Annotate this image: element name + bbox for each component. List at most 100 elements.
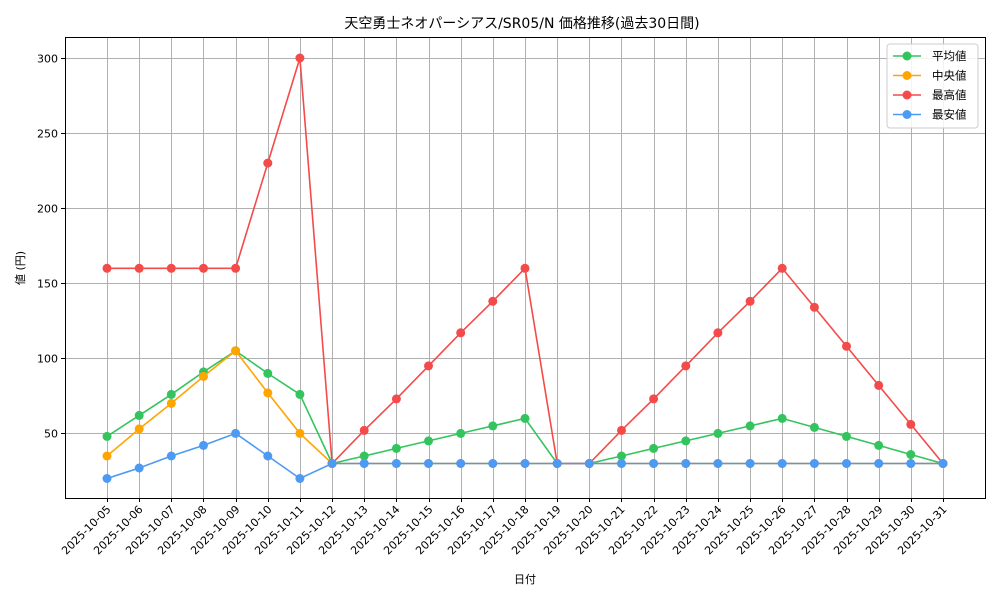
data-point <box>166 451 176 461</box>
data-point <box>102 431 112 441</box>
data-point <box>134 424 144 434</box>
legend-item: 平均値 <box>893 49 967 63</box>
data-point <box>617 425 626 435</box>
legend-item: 最高値 <box>893 88 967 102</box>
x-axis: 2025-10-052025-10-062025-10-072025-10-08… <box>59 498 950 557</box>
data-point <box>102 474 112 483</box>
data-point <box>649 443 659 453</box>
y-axis-label: 値 (円) <box>14 251 27 285</box>
data-point <box>520 413 530 423</box>
data-point <box>809 459 819 468</box>
data-point <box>391 394 401 404</box>
data-point <box>166 398 176 408</box>
data-point <box>166 389 176 399</box>
data-point <box>713 328 723 338</box>
legend-item: 最安値 <box>893 108 967 122</box>
data-point <box>456 459 466 468</box>
data-point <box>809 422 819 432</box>
data-point <box>359 425 369 435</box>
data-point <box>295 53 305 63</box>
data-point <box>584 459 594 468</box>
data-point <box>134 263 144 273</box>
data-point <box>617 451 626 461</box>
data-point <box>906 450 916 459</box>
grid-lines <box>65 37 985 498</box>
data-point <box>263 388 273 398</box>
legend-box <box>886 43 979 129</box>
data-point <box>424 436 433 446</box>
legend-marker-icon <box>902 71 912 80</box>
data-point <box>649 394 659 404</box>
data-point <box>424 361 433 371</box>
data-point <box>391 443 401 453</box>
data-point <box>263 451 273 461</box>
data-point <box>777 413 787 423</box>
data-point <box>134 410 144 420</box>
y-tick-label: 50 <box>44 428 58 441</box>
data-point <box>842 459 851 468</box>
legend-marker-icon <box>902 110 912 119</box>
data-point <box>199 371 208 381</box>
legend-marker-icon <box>902 51 912 61</box>
data-point <box>938 459 948 468</box>
data-point <box>745 459 755 468</box>
data-point <box>263 368 273 378</box>
data-point <box>874 380 884 390</box>
data-point <box>809 302 819 312</box>
data-point <box>488 459 498 468</box>
data-point <box>102 263 112 273</box>
data-point <box>520 263 530 273</box>
data-point <box>359 459 369 468</box>
series-3 <box>102 428 948 483</box>
series-lines <box>102 53 948 483</box>
y-tick-label: 100 <box>37 353 58 366</box>
x-axis-label: 日付 <box>514 573 536 586</box>
data-point <box>102 451 112 461</box>
data-point <box>713 459 723 468</box>
data-point <box>231 263 241 273</box>
data-point <box>488 296 498 306</box>
data-point <box>874 440 884 450</box>
data-point <box>617 459 626 468</box>
y-tick-label: 300 <box>37 53 58 66</box>
y-tick-label: 250 <box>37 128 58 141</box>
data-point <box>295 474 305 483</box>
data-point <box>745 296 755 306</box>
data-point <box>166 263 176 273</box>
data-point <box>906 459 916 468</box>
data-point <box>842 431 851 441</box>
legend-label: 最安値 <box>932 108 967 122</box>
data-point <box>681 361 691 371</box>
legend-label: 平均値 <box>932 49 967 63</box>
data-point <box>649 459 659 468</box>
data-point <box>327 459 337 468</box>
chart-title: 天空勇士ネオパーシアス/SR05/N 価格推移(過去30日間) <box>344 16 699 32</box>
y-tick-label: 150 <box>37 278 58 291</box>
data-point <box>520 459 530 468</box>
legend-label: 中央値 <box>932 69 967 83</box>
data-point <box>777 263 787 273</box>
data-point <box>263 158 273 168</box>
data-point <box>906 419 916 429</box>
data-point <box>231 428 241 438</box>
legend-item: 中央値 <box>893 69 967 83</box>
data-point <box>842 341 851 351</box>
data-point <box>295 428 305 438</box>
data-point <box>199 440 208 450</box>
data-point <box>488 421 498 431</box>
data-point <box>681 459 691 468</box>
data-point <box>424 459 433 468</box>
data-point <box>681 436 691 446</box>
data-point <box>552 459 562 468</box>
y-tick-label: 200 <box>37 203 58 216</box>
data-point <box>456 428 466 438</box>
data-point <box>134 463 144 473</box>
data-point <box>359 451 369 461</box>
legend-label: 最高値 <box>932 88 967 102</box>
data-point <box>456 328 466 338</box>
data-point <box>199 263 208 273</box>
y-axis: 50 100 150 200 250 300 <box>37 53 65 441</box>
data-point <box>874 459 884 468</box>
